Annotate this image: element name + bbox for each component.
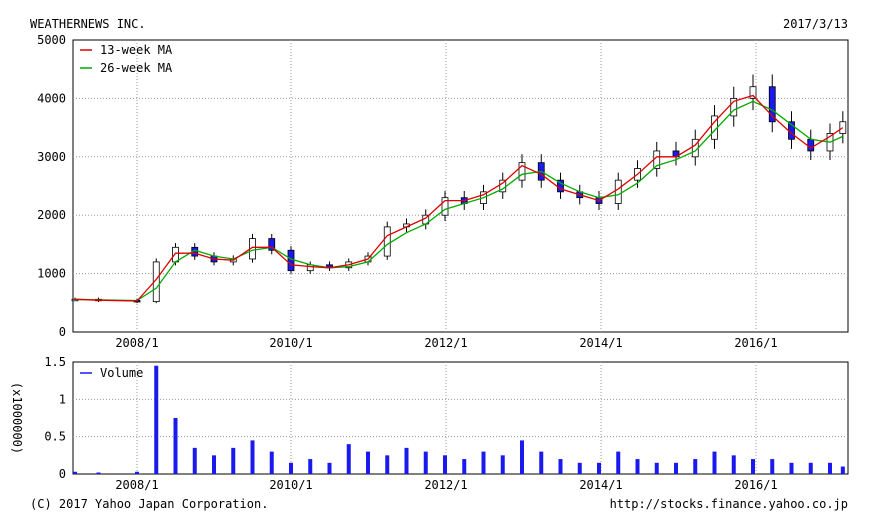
- volume-x-tick-label: 2016/1: [734, 478, 777, 492]
- price-x-tick-label: 2014/1: [579, 336, 622, 350]
- candle-body: [287, 249, 295, 272]
- volume-bar: [539, 451, 544, 474]
- volume-y-tick-label: 0: [59, 467, 66, 481]
- price-y-tick-label: 5000: [37, 33, 66, 47]
- ma13-line: [74, 94, 844, 302]
- volume-y-tick-label: 1: [59, 392, 66, 406]
- ma26-line: [74, 100, 844, 302]
- volume-panel: 1.510.50 2008/1 2010/1 2012/1 2014/1 2016/1 …: [10, 355, 849, 492]
- volume-bar: [462, 459, 467, 474]
- price-y-axis: 5000 4000 3000 2000 1000 0: [37, 33, 66, 339]
- volume-bar: [558, 459, 563, 474]
- candle-body: [172, 246, 179, 263]
- volume-bar: [404, 447, 409, 474]
- volume-bar: [597, 462, 601, 474]
- volume-bar: [192, 447, 197, 474]
- volume-bar: [308, 459, 313, 474]
- volume-bar: [808, 462, 813, 474]
- price-legend: 13-week MA 26-week MA: [80, 43, 173, 75]
- candle-body: [768, 86, 776, 123]
- candle-body: [807, 138, 815, 152]
- volume-bar: [250, 440, 255, 474]
- volume-x-axis: 2008/1 2010/1 2012/1 2014/1 2016/1: [115, 478, 777, 492]
- candle-body: [839, 121, 847, 134]
- price-y-tick-label: 3000: [37, 150, 66, 164]
- price-x-tick-label: 2010/1: [269, 336, 312, 350]
- price-y-tick-label: 0: [59, 325, 66, 339]
- candle-body: [383, 226, 391, 257]
- price-x-tick-label: 2012/1: [424, 336, 467, 350]
- volume-bar: [577, 462, 582, 474]
- volume-bar: [173, 418, 178, 474]
- volume-bar: [635, 459, 640, 474]
- volume-bar: [346, 444, 351, 474]
- volume-bar: [366, 451, 370, 474]
- volume-bar: [385, 455, 390, 474]
- legend-volume-label: Volume: [100, 366, 143, 380]
- candle-body: [152, 261, 160, 303]
- volume-plot-area: [72, 361, 849, 475]
- candle-body: [730, 98, 738, 117]
- volume-bar: [96, 472, 101, 474]
- legend-ma13-label: 13-week MA: [100, 43, 173, 57]
- volume-y-tick-label: 0.5: [44, 430, 66, 444]
- volume-bar: [154, 365, 159, 474]
- volume-bar: [674, 462, 678, 474]
- volume-x-tick-label: 2010/1: [269, 478, 312, 492]
- volume-legend: Volume: [80, 366, 143, 380]
- price-y-tick-label: 2000: [37, 208, 66, 222]
- volume-bar: [693, 459, 698, 474]
- volume-bars: [73, 365, 845, 474]
- volume-y-axis-label: (x1000000): [10, 382, 24, 454]
- volume-bar: [712, 451, 717, 474]
- volume-bar: [789, 462, 794, 474]
- volume-bar: [520, 440, 524, 474]
- price-x-tick-label: 2008/1: [115, 336, 158, 350]
- company-name: WEATHERNEWS INC.: [30, 17, 146, 31]
- volume-bar: [840, 466, 845, 474]
- volume-bar: [423, 451, 428, 474]
- volume-bar: [731, 455, 736, 474]
- volume-bar: [327, 462, 332, 474]
- volume-bar: [73, 471, 77, 474]
- volume-x-tick-label: 2008/1: [115, 478, 158, 492]
- candle-body: [749, 86, 757, 99]
- volume-bar: [231, 447, 236, 474]
- price-grid: [73, 40, 848, 332]
- volume-bar: [616, 451, 621, 474]
- volume-bar: [770, 459, 775, 474]
- candle-body: [268, 238, 276, 251]
- candle-body: [614, 179, 622, 204]
- price-y-tick-label: 1000: [37, 267, 66, 281]
- volume-x-tick-label: 2014/1: [579, 478, 622, 492]
- chart-date: 2017/3/13: [783, 17, 848, 31]
- volume-bar: [269, 451, 274, 474]
- volume-bar: [443, 455, 447, 474]
- price-plot-area: [72, 39, 849, 333]
- volume-bar: [751, 459, 755, 474]
- volume-bar: [135, 471, 139, 474]
- price-panel: 5000 4000 3000 2000 1000 0 2008/1 2010/1 2012/1…: [37, 33, 849, 350]
- volume-bar: [654, 462, 659, 474]
- volume-bar: [481, 451, 486, 474]
- copyright-text: (C) 2017 Yahoo Japan Corporation.: [30, 497, 268, 511]
- price-y-tick-label: 4000: [37, 91, 66, 105]
- candle-body: [441, 197, 449, 216]
- candle-body: [518, 162, 526, 181]
- volume-bar: [828, 462, 832, 474]
- legend-ma26-label: 26-week MA: [100, 61, 173, 75]
- volume-y-tick-label: 1.5: [44, 355, 66, 369]
- source-url: http://stocks.finance.yahoo.co.jp: [610, 497, 848, 511]
- price-x-axis: 2008/1 2010/1 2012/1 2014/1 2016/1: [115, 336, 777, 350]
- volume-x-tick-label: 2012/1: [424, 478, 467, 492]
- volume-bar: [289, 462, 293, 474]
- price-x-tick-label: 2016/1: [734, 336, 777, 350]
- volume-y-axis: 1.5 1 0.5 0: [44, 355, 66, 481]
- volume-bar: [500, 455, 505, 474]
- volume-bar: [212, 455, 216, 474]
